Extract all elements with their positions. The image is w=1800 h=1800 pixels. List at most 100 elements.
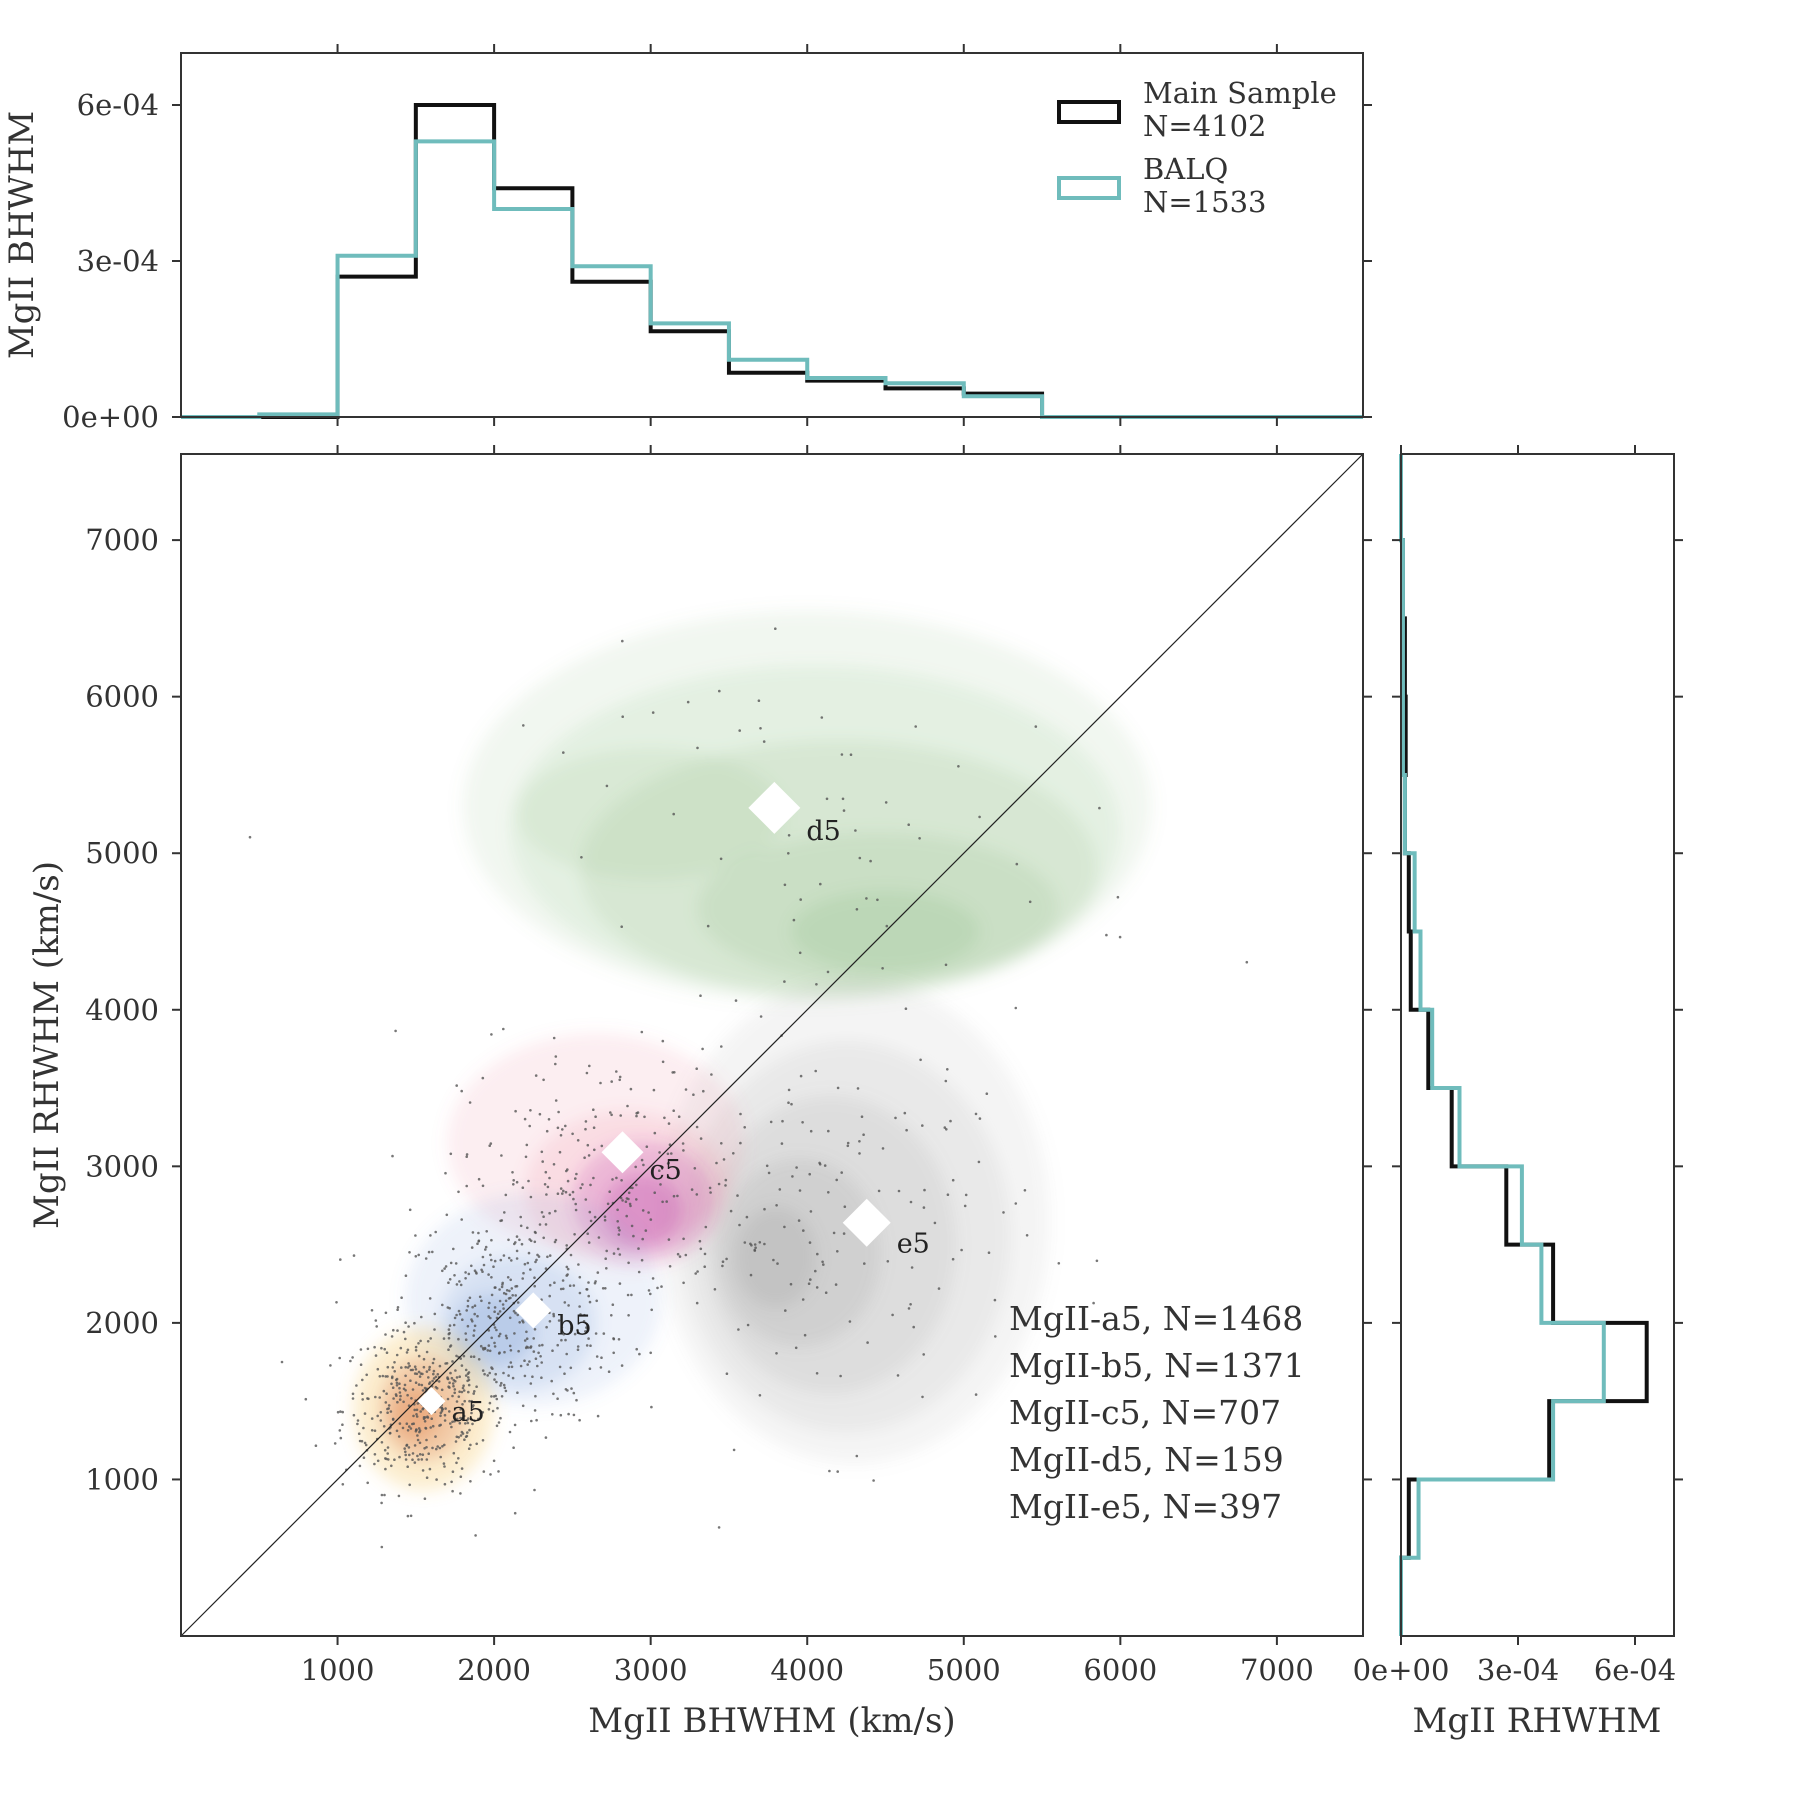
scatter-point <box>629 1087 633 1091</box>
scatter-point <box>421 1469 425 1472</box>
scatter-point <box>440 1388 444 1392</box>
scatter-point <box>447 1336 451 1340</box>
legend-swatch-balq <box>1057 176 1121 200</box>
scatter-point <box>333 1442 337 1445</box>
scatter-point <box>815 983 818 986</box>
top-frame <box>180 52 1364 418</box>
scatter-point <box>840 753 844 756</box>
scatter-point <box>533 1284 536 1288</box>
scatter-point <box>469 1355 473 1358</box>
scatter-point <box>612 1351 615 1355</box>
scatter-point <box>587 1294 590 1298</box>
scatter-point <box>611 1178 614 1181</box>
scatter-point <box>510 1287 514 1290</box>
scatter-point <box>758 1394 762 1397</box>
scatter-point <box>583 1156 586 1159</box>
scatter-point <box>576 1328 579 1332</box>
scatter-point <box>447 1348 450 1351</box>
scatter-point <box>507 1374 510 1377</box>
scatter-point <box>413 1365 417 1368</box>
scatter-point <box>841 797 845 801</box>
scatter-point <box>421 1453 425 1456</box>
scatter-point <box>444 1265 448 1268</box>
scatter-point <box>538 1223 542 1226</box>
scatter-point <box>758 1241 762 1244</box>
scatter-point <box>452 1451 456 1455</box>
x-tick-label: 7000 <box>1240 1653 1314 1687</box>
scatter-point <box>393 1370 397 1373</box>
scatter-point <box>842 809 846 812</box>
scatter-point <box>907 1307 911 1310</box>
scatter-point <box>732 1152 735 1155</box>
scatter-point <box>734 999 738 1002</box>
scatter-point <box>468 1428 471 1432</box>
scatter-point <box>922 1206 926 1209</box>
scatter-point <box>356 1422 359 1426</box>
scatter-point <box>450 1376 454 1380</box>
scatter-point <box>563 1301 567 1304</box>
scatter-point <box>757 699 761 702</box>
scatter-point <box>586 1232 589 1235</box>
scatter-point <box>695 1067 698 1070</box>
scatter-point <box>515 1235 519 1238</box>
scatter-point <box>572 1391 576 1395</box>
scatter-point <box>647 1211 650 1214</box>
scatter-point <box>578 1418 581 1422</box>
scatter-point <box>458 1390 461 1393</box>
scatter-point <box>408 1208 412 1212</box>
scatter-point <box>398 1398 402 1401</box>
scatter-point <box>357 1432 361 1435</box>
scatter-point <box>396 1306 400 1309</box>
scatter-point <box>1092 1301 1095 1305</box>
scatter-point <box>385 1392 388 1395</box>
scatter-point <box>407 1404 411 1407</box>
scatter-point <box>877 1189 881 1193</box>
y-tick-label: 5000 <box>85 836 159 870</box>
scatter-point <box>494 1372 498 1376</box>
scatter-point <box>341 1483 345 1486</box>
scatter-point <box>552 1314 556 1318</box>
scatter-point <box>465 1434 469 1438</box>
scatter-point <box>370 1309 374 1312</box>
scatter-point <box>529 1109 532 1112</box>
scatter-point <box>473 1390 476 1393</box>
scatter-point <box>562 1332 566 1336</box>
scatter-point <box>468 1296 472 1300</box>
scatter-point <box>593 1148 596 1152</box>
scatter-point <box>431 1250 434 1254</box>
scatter-point <box>488 1371 492 1375</box>
scatter-point <box>467 1383 471 1387</box>
scatter-point <box>399 1394 402 1398</box>
scatter-point <box>784 1309 787 1312</box>
scatter-point <box>490 1293 494 1297</box>
scatter-point <box>903 1111 907 1115</box>
scatter-point <box>618 1075 622 1079</box>
scatter-point <box>907 823 910 826</box>
scatter-point <box>407 1325 410 1328</box>
scatter-point <box>1098 806 1101 810</box>
scatter-point <box>798 951 802 955</box>
scatter-point <box>374 1354 378 1357</box>
scatter-point <box>578 1275 582 1279</box>
scatter-point <box>384 1401 388 1404</box>
scatter-point <box>483 1347 487 1351</box>
scatter-point <box>619 1114 622 1117</box>
scatter-point <box>493 1341 496 1345</box>
scatter-point <box>423 1447 426 1450</box>
scatter-point <box>454 1440 458 1443</box>
scatter-point <box>466 1431 469 1434</box>
scatter-point <box>336 1410 340 1414</box>
scatter-point <box>388 1431 392 1435</box>
scatter-point <box>339 1410 342 1413</box>
scatter-point <box>739 1141 742 1145</box>
scatter-point <box>572 1197 575 1201</box>
scatter-point <box>390 1376 394 1380</box>
scatter-point <box>431 1446 434 1450</box>
x-tick-label: 6000 <box>1083 1653 1157 1687</box>
scatter-point <box>484 1248 487 1251</box>
scatter-point <box>949 1119 952 1123</box>
scatter-point <box>395 1384 399 1387</box>
scatter-point <box>584 1120 588 1123</box>
scatter-point <box>460 1390 464 1394</box>
scatter-point <box>724 1178 728 1182</box>
